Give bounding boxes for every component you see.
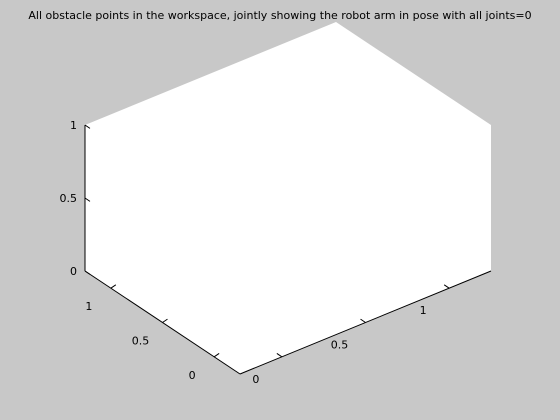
z-tick	[84, 197, 91, 202]
x-tick-label: 0	[252, 373, 259, 386]
x-tick	[276, 353, 283, 358]
y-tick-label: 0	[189, 369, 196, 382]
z-tick	[84, 124, 91, 129]
x-tick-label: 1	[420, 304, 427, 317]
x-tick	[360, 318, 366, 323]
y-tick	[110, 284, 117, 289]
y-tick-label: 1	[85, 300, 92, 313]
x-tick	[443, 284, 450, 289]
axes-background	[85, 22, 491, 374]
z-tick-label: 0	[70, 265, 77, 278]
z-tick	[84, 270, 91, 275]
z-tick-label: 1	[70, 119, 77, 132]
tick-marks	[84, 124, 450, 358]
y-tick-label: 0.5	[132, 335, 150, 348]
chart-title: All obstacle points in the workspace, jo…	[28, 9, 532, 22]
x-tick-label: 0.5	[331, 339, 349, 352]
tick-labels: 0 0.5 1 0 0.5 1 0 0.5 1	[60, 119, 427, 386]
z-tick-label: 0.5	[60, 192, 78, 205]
y-tick	[162, 318, 168, 323]
y-tick	[213, 353, 220, 358]
